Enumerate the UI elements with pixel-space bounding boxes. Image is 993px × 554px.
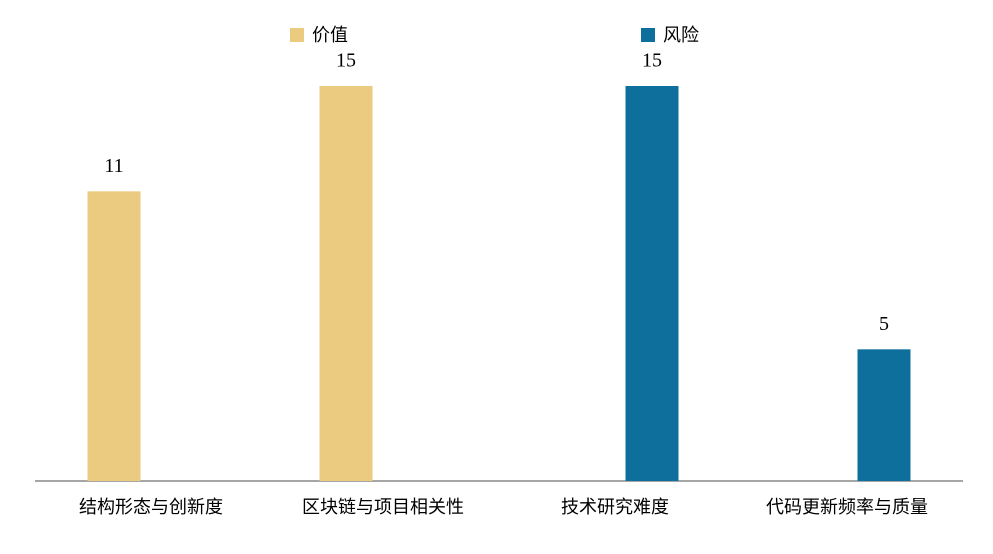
value-label: 15 [336,50,356,72]
legend-label: 风险 [663,25,699,46]
legend-label: 价值 [312,25,348,46]
legend-swatch [641,28,655,42]
bar [87,191,141,482]
value-label: 11 [104,155,123,177]
legend-swatch [290,28,304,42]
x-tick-label: 代码更新频率与质量 [766,497,928,518]
bar [857,349,911,481]
bar [319,86,373,481]
value-label: 5 [879,313,889,335]
x-tick-label: 结构形态与创新度 [79,497,223,518]
value-label: 15 [642,50,662,72]
x-tick-label: 技术研究难度 [561,497,669,518]
bar [625,86,679,481]
x-tick-label: 区块链与项目相关性 [302,497,464,518]
